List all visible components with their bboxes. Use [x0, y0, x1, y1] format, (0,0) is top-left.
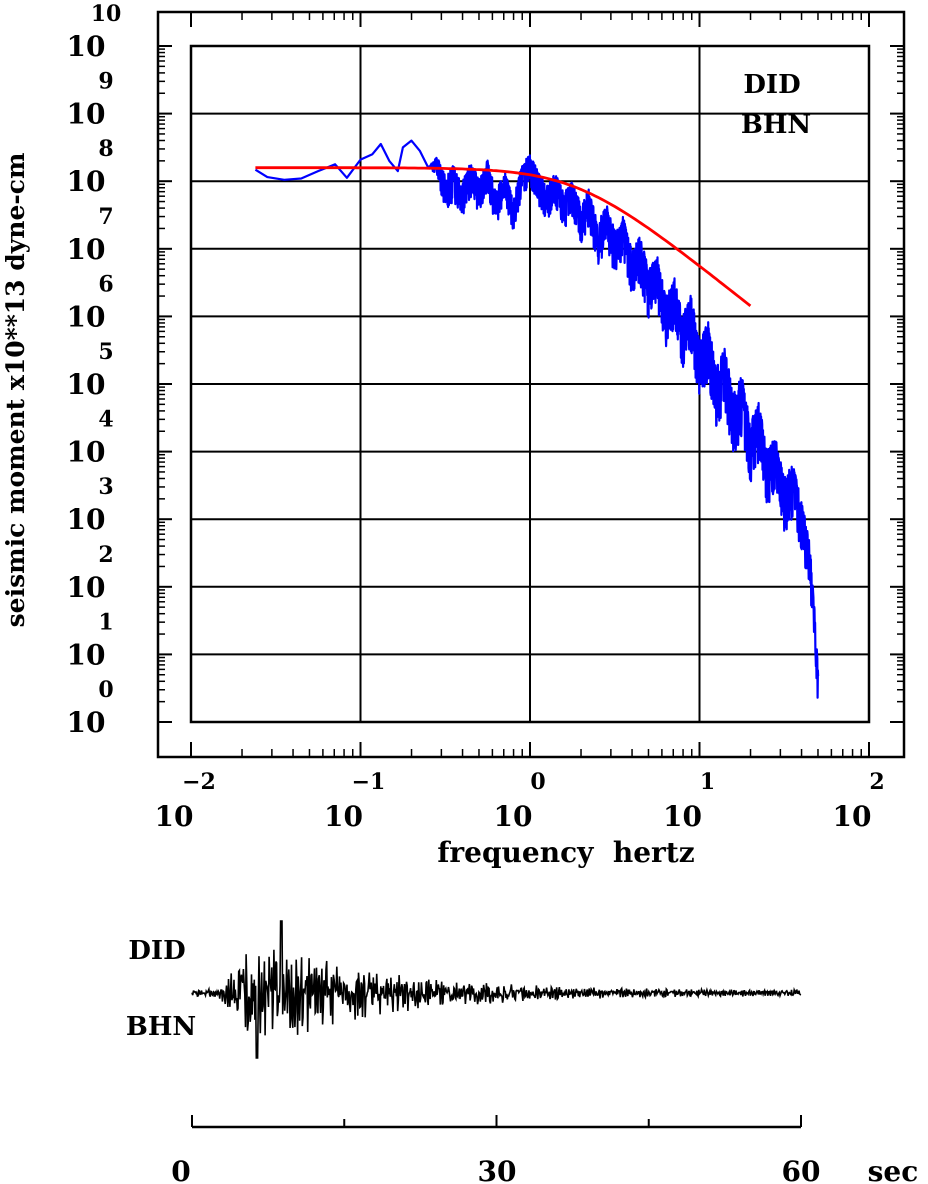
y-axis-title: seismic moment x10**13 dyne-cm [1, 153, 30, 628]
y-tick-base-0: 10 [67, 706, 106, 739]
x-tick-base-2: 10 [833, 800, 872, 833]
y-tick-exp-5: 5 [98, 339, 113, 365]
x-axis-title: frequency hertz [437, 836, 694, 869]
x-tick-base--1: 10 [324, 800, 363, 833]
y-tick-base-6: 10 [67, 300, 106, 333]
seismogram-component-label: BHN [126, 1012, 196, 1042]
x-tick-exp-0: 0 [530, 769, 545, 795]
y-tick-base-8: 10 [67, 165, 106, 198]
observed-spectrum-line [254, 139, 820, 699]
y-tick-exp-0: 0 [98, 677, 113, 703]
y-tick-exp-9: 9 [98, 69, 113, 95]
y-tick-exp-8: 8 [98, 136, 113, 162]
time-tick-0: 0 [171, 1155, 190, 1184]
y-tick-labels: 10 0 10 1 10 2 10 3 10 4 10 5 10 6 10 7 10 8 10 9 10 10 [67, 1, 122, 739]
y-tick-base-2: 10 [67, 571, 106, 604]
y-tick-base-7: 10 [67, 233, 106, 266]
grid-lines [191, 46, 869, 722]
seismogram-trace [191, 920, 802, 1059]
time-unit-label: sec [868, 1155, 919, 1184]
y-tick-exp-3: 3 [98, 474, 113, 500]
x-tick-exp-2: 2 [869, 769, 884, 795]
y-tick-base-3: 10 [67, 503, 106, 536]
x-tick-labels: 10 −2 10 −1 10 0 10 1 10 2 [155, 769, 885, 833]
y-tick-exp-2: 2 [98, 542, 113, 568]
x-tick-base-0: 10 [494, 800, 533, 833]
y-tick-base-4: 10 [67, 436, 106, 469]
y-tick-exp-4: 4 [98, 407, 113, 433]
seismogram-station-label: DID [128, 936, 185, 966]
y-tick-exp-6: 6 [98, 271, 113, 297]
x-tick-exp-1: 1 [700, 769, 715, 795]
model-fit-line [255, 166, 752, 307]
y-tick-base-10: 10 [67, 30, 106, 63]
x-tick-exp--2: −2 [182, 769, 216, 795]
time-tick-60: 60 [782, 1155, 821, 1184]
y-tick-exp-1: 1 [98, 609, 113, 635]
y-tick-base-1: 10 [67, 638, 106, 671]
x-tick-exp--1: −1 [352, 769, 386, 795]
y-tick-exp-7: 7 [98, 204, 113, 230]
time-tick-30: 30 [478, 1155, 517, 1184]
tick-marks [158, 12, 904, 757]
station-label: DID [743, 70, 800, 100]
y-tick-base-9: 10 [67, 98, 106, 131]
y-tick-exp-10: 10 [91, 1, 122, 27]
y-tick-base-5: 10 [67, 368, 106, 401]
component-label: BHN [741, 110, 811, 140]
time-axis-ticks [191, 1115, 802, 1127]
x-tick-base-1: 10 [663, 800, 702, 833]
x-tick-base--2: 10 [155, 800, 194, 833]
